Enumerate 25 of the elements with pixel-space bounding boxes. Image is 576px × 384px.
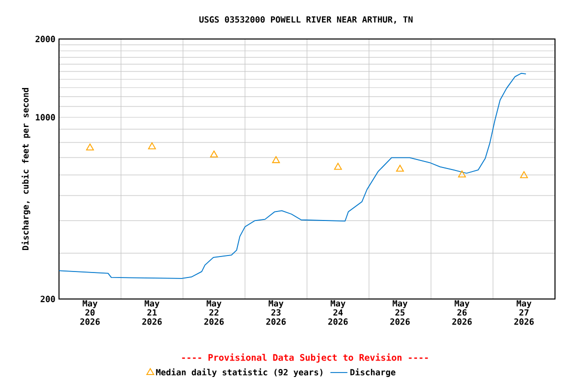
point	[148, 142, 156, 150]
point	[334, 162, 342, 170]
y-tick-label: 1000	[36, 114, 55, 120]
legend-label: Discharge	[350, 368, 396, 378]
point	[520, 171, 528, 178]
x-tick-label: May 24 2026	[328, 300, 348, 325]
point	[210, 150, 218, 158]
line-series	[59, 72, 526, 279]
point	[458, 170, 466, 178]
x-tick-label: May 25 2026	[390, 300, 410, 325]
point	[272, 156, 280, 164]
point	[396, 164, 404, 172]
x-tick-label: May 26 2026	[452, 300, 472, 325]
point	[86, 144, 94, 150]
y-tick-label: 2000	[36, 36, 55, 42]
y-axis-title: Discharge, cubic feet per second	[22, 88, 30, 250]
text: ---- Provisional Data Subject to Revision ----	[182, 353, 428, 363]
x-tick-label: May 20 2026	[80, 300, 100, 325]
x-tick-label: May 23 2026	[266, 300, 286, 325]
y-tick-label: 200	[40, 296, 55, 302]
x-tick-label: May 22 2026	[204, 300, 224, 325]
chart-title: USGS 03532000 POWELL RIVER NEAR ARTHUR, TN	[199, 16, 413, 24]
x-tick-label: May 21 2026	[142, 300, 162, 325]
legend-label: Median daily statistic (92 years)	[156, 368, 322, 378]
x-tick-label: May 27 2026	[514, 300, 534, 325]
